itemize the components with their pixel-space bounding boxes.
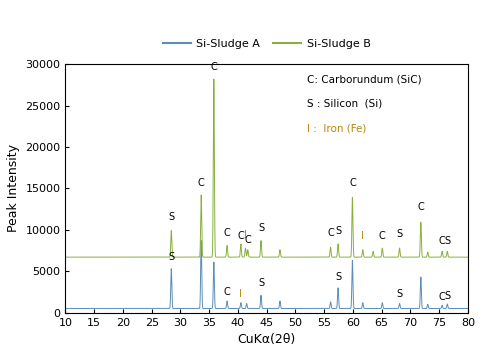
Text: C: C <box>349 178 356 189</box>
Text: S: S <box>397 229 402 239</box>
Text: C: C <box>439 292 445 302</box>
Text: C: C <box>417 202 424 211</box>
Text: S: S <box>258 278 264 288</box>
Text: C: C <box>224 228 230 238</box>
Text: C: C <box>439 237 445 246</box>
Text: S: S <box>444 237 450 246</box>
Y-axis label: Peak Intensity: Peak Intensity <box>7 144 20 232</box>
Text: S: S <box>258 223 264 233</box>
Text: I: I <box>240 289 242 299</box>
Text: C: C <box>379 232 386 241</box>
Text: C: C <box>327 228 334 238</box>
Text: C: C <box>238 232 244 241</box>
X-axis label: CuKα(2θ): CuKα(2θ) <box>238 333 296 346</box>
Text: I: I <box>244 230 247 240</box>
Text: S: S <box>168 213 174 222</box>
Text: C: C <box>198 178 204 189</box>
Text: C: C <box>244 235 251 245</box>
Text: S : Silicon  (Si): S : Silicon (Si) <box>307 99 382 109</box>
Text: S: S <box>397 289 402 299</box>
Text: I: I <box>362 231 364 241</box>
Text: I :  Iron (Fe): I : Iron (Fe) <box>307 124 366 134</box>
Legend: Si-Sludge A, Si-Sludge B: Si-Sludge A, Si-Sludge B <box>159 35 375 54</box>
Text: S: S <box>168 252 174 262</box>
Text: C: C <box>211 62 217 72</box>
Text: C: Carborundum (SiC): C: Carborundum (SiC) <box>307 74 422 84</box>
Text: C: C <box>224 287 230 297</box>
Text: S: S <box>335 226 341 237</box>
Text: S: S <box>335 272 341 282</box>
Text: S: S <box>444 291 450 301</box>
